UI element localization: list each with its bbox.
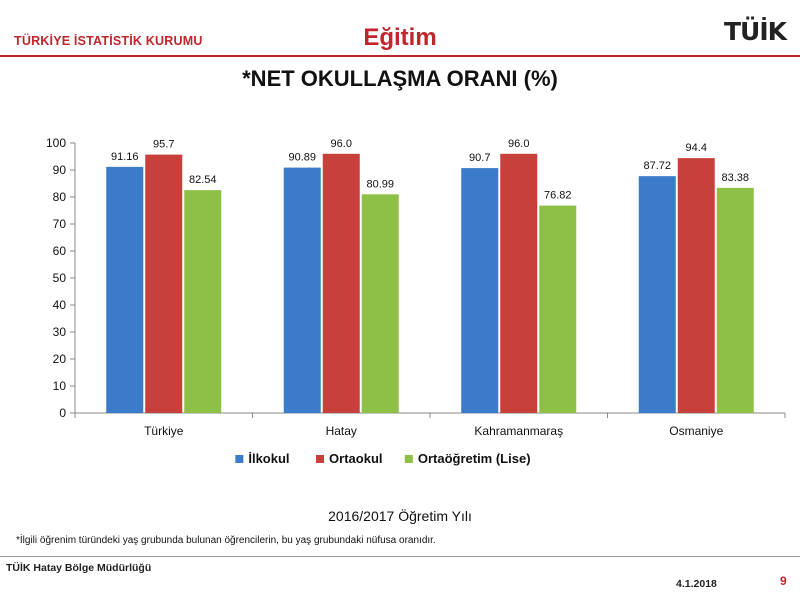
bar [500, 153, 538, 414]
bar [145, 154, 183, 414]
footer-date: 4.1.2018 [676, 578, 717, 590]
bar-value-label: 91.16 [111, 151, 139, 163]
bar [677, 158, 715, 413]
bar-value-label: 87.72 [643, 160, 671, 172]
bar [106, 166, 144, 413]
y-tick-label: 60 [53, 244, 67, 258]
bar-value-label: 90.7 [469, 152, 490, 164]
bar-value-label: 96.0 [508, 138, 529, 150]
y-tick-label: 20 [53, 352, 67, 366]
y-tick-label: 80 [53, 190, 67, 204]
legend-swatch [404, 455, 413, 463]
header-divider [0, 55, 800, 57]
x-category-label: Türkiye [144, 424, 184, 438]
legend-label: İlkokul [248, 451, 289, 466]
y-tick-label: 10 [53, 379, 67, 393]
y-tick-label: 30 [53, 325, 67, 339]
section-title: Eğitim [363, 24, 437, 51]
y-tick-label: 50 [53, 271, 67, 285]
bar [539, 205, 577, 413]
legend-swatch [235, 455, 244, 463]
bar-value-label: 96.0 [331, 138, 352, 150]
bar-value-label: 83.38 [721, 172, 749, 184]
y-tick-label: 40 [53, 298, 67, 312]
bar-chart: 0 10 20 30 40 50 60 70 80 90 100 91.16 95.7 82.54 Türk… [46, 136, 786, 466]
org-name: TÜRKİYE İSTATİSTİK KURUMU [14, 34, 203, 48]
bar [283, 167, 321, 413]
y-tick-label: 100 [46, 136, 66, 150]
bar [184, 190, 222, 413]
legend-swatch [316, 455, 325, 463]
bar [716, 187, 754, 413]
bar-value-label: 94.4 [686, 142, 707, 154]
footer-divider [0, 556, 800, 557]
footnote: *İlgili öğrenim türündeki yaş grubunda b… [16, 535, 436, 546]
bar-value-label: 82.54 [189, 174, 217, 186]
bar [322, 153, 360, 414]
bar-value-label: 76.82 [544, 190, 572, 202]
page-number: 9 [780, 574, 787, 588]
chart-title: *NET OKULLAŞMA ORANI (%) [242, 66, 558, 91]
bar [638, 176, 676, 413]
legend-label: Ortaokul [329, 451, 382, 466]
bar [461, 168, 499, 413]
x-axis-title: 2016/2017 Öğretim Yılı [328, 508, 472, 524]
bar [361, 194, 399, 413]
x-category-label: Kahramanmaraş [474, 424, 563, 438]
legend-label: Ortaöğretim (Lise) [418, 451, 531, 466]
y-tick-label: 90 [53, 163, 67, 177]
y-tick-label: 0 [59, 406, 66, 420]
bar-value-label: 80.99 [366, 178, 394, 190]
x-category-label: Osmaniye [669, 424, 723, 438]
tuik-logo: TÜİK [724, 17, 787, 46]
x-category-label: Hatay [326, 424, 357, 438]
bar-value-label: 95.7 [153, 139, 174, 151]
bar-value-label: 90.89 [288, 152, 316, 164]
region-office: TÜİK Hatay Bölge Müdürlüğü [6, 562, 152, 574]
y-tick-label: 70 [53, 217, 67, 231]
